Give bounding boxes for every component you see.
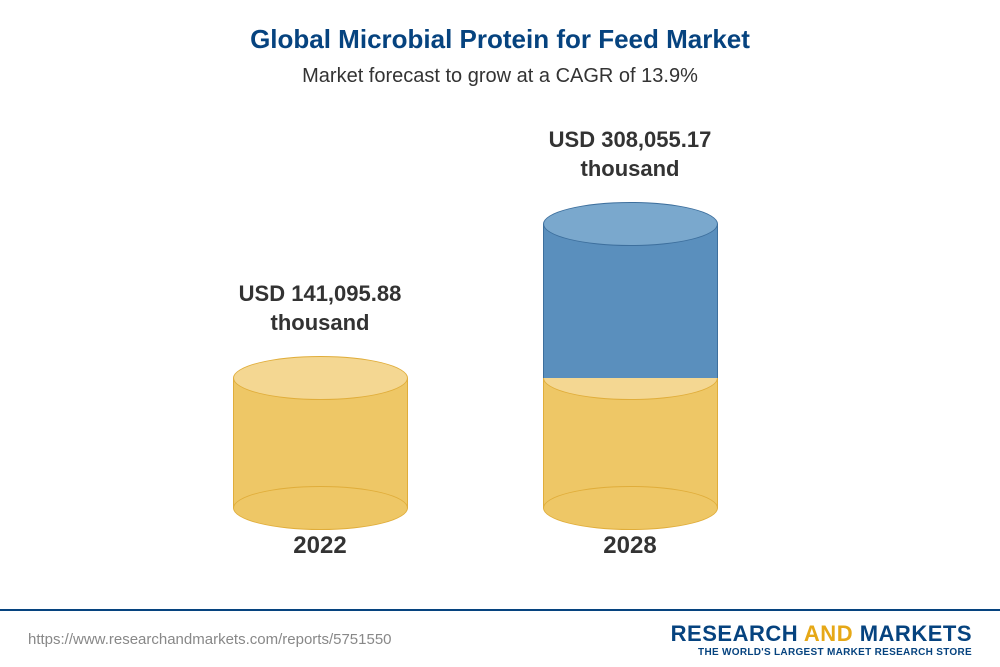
- chart-area: USD 141,095.88 thousand 2022 USD 308,055…: [0, 98, 1000, 558]
- brand-block: RESEARCH AND MARKETS THE WORLD'S LARGEST…: [671, 621, 972, 658]
- year-label-2028: 2028: [520, 532, 740, 560]
- chart-subtitle: Market forecast to grow at a CAGR of 13.…: [0, 55, 1000, 88]
- brand-tagline: THE WORLD'S LARGEST MARKET RESEARCH STOR…: [671, 647, 972, 658]
- value-label-2022: USD 141,095.88 thousand: [190, 279, 450, 338]
- cylinder-2022: [210, 356, 430, 508]
- value-label-2028: USD 308,055.17 thousand: [500, 125, 760, 184]
- footer: https://www.researchandmarkets.com/repor…: [0, 609, 1000, 667]
- value-line2: thousand: [581, 156, 680, 181]
- brand-word1: RESEARCH: [671, 621, 798, 646]
- value-line1: USD 308,055.17: [549, 127, 712, 152]
- chart-title: Global Microbial Protein for Feed Market: [0, 0, 1000, 55]
- brand-name: RESEARCH AND MARKETS: [671, 621, 972, 647]
- year-label-2022: 2022: [210, 532, 430, 560]
- value-line2: thousand: [271, 310, 370, 335]
- value-line1: USD 141,095.88: [239, 281, 402, 306]
- source-url: https://www.researchandmarkets.com/repor…: [28, 631, 392, 648]
- cylinder-2028: [520, 202, 740, 508]
- brand-word2: MARKETS: [860, 621, 972, 646]
- brand-and: AND: [804, 621, 853, 646]
